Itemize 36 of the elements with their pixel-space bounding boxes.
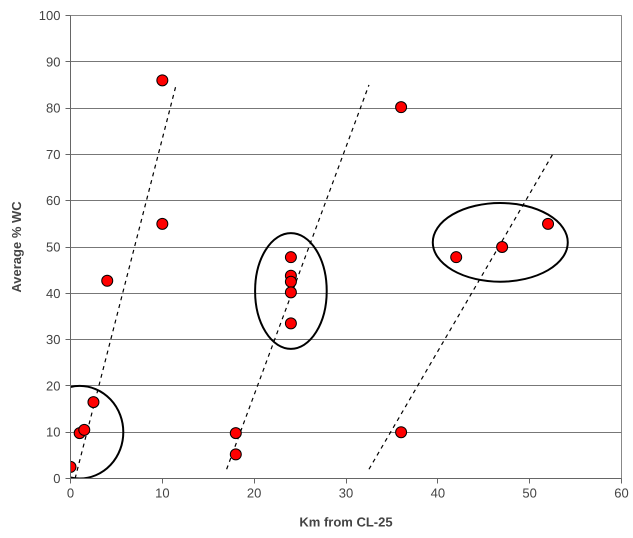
y-tick-label: 30 (46, 332, 61, 348)
x-axis-title: Km from CL-25 (299, 514, 393, 530)
y-tick-label: 0 (53, 471, 61, 486)
y-tick-label: 20 (46, 378, 61, 394)
x-tick-label: 40 (430, 486, 446, 500)
point (284, 251, 297, 264)
x-tick-label: 20 (246, 486, 262, 500)
y-tick-label: 40 (46, 286, 61, 301)
point (156, 218, 168, 230)
x-tick-label: 10 (155, 486, 170, 500)
y-tick-label: 10 (46, 424, 61, 440)
y-tick-label: 90 (46, 54, 61, 70)
point (230, 448, 242, 460)
point (87, 396, 100, 408)
point (284, 276, 297, 288)
x-tick-label: 30 (338, 486, 354, 500)
point (395, 101, 408, 114)
x-tick-label: 0 (66, 486, 74, 500)
x-tick-label: 60 (614, 486, 629, 500)
y-tick-label: 80 (46, 100, 61, 116)
y-axis-title: Average % WC (8, 200, 24, 293)
point (542, 218, 554, 230)
point (284, 286, 297, 298)
point (156, 74, 168, 86)
x-tick-label: 50 (522, 486, 537, 500)
y-tick-label: 60 (46, 193, 61, 208)
y-tick-label: 50 (46, 240, 61, 254)
point (78, 424, 90, 436)
point (101, 274, 114, 287)
point (450, 251, 462, 264)
y-tick-label: 70 (46, 146, 61, 162)
y-tick-label: 100 (38, 8, 61, 23)
point (284, 317, 297, 330)
point (395, 426, 408, 438)
point (230, 427, 242, 440)
point (496, 241, 508, 253)
